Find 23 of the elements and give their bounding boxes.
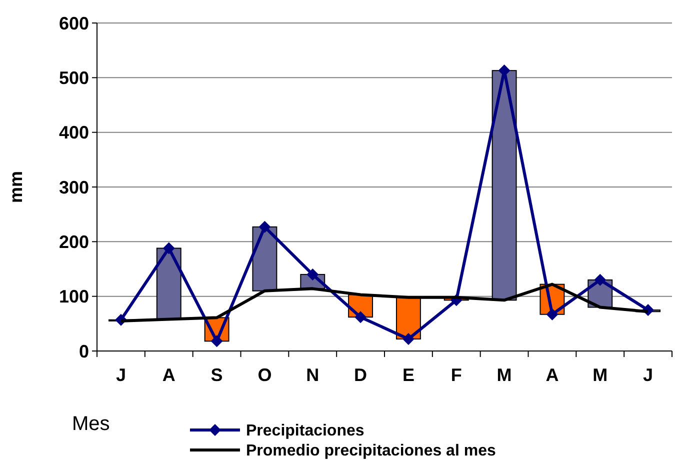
x-tick-label: J xyxy=(116,365,126,385)
y-tick-label: 500 xyxy=(58,68,89,88)
x-tick-label: O xyxy=(258,365,272,385)
y-tick-label: 600 xyxy=(58,13,89,34)
x-tick-label: F xyxy=(450,365,462,385)
x-tick-label: S xyxy=(210,365,223,385)
y-tick-label: 300 xyxy=(58,177,89,198)
y-tick-label: 100 xyxy=(58,286,89,307)
x-tick-label: A xyxy=(546,365,559,385)
y-tick-label: 400 xyxy=(58,122,89,143)
x-tick-label: J xyxy=(643,365,654,385)
legend-label: Promedio precipitaciones al mes xyxy=(246,442,496,460)
x-tick-label: M xyxy=(496,365,512,385)
y-axis-title: mm xyxy=(6,170,26,204)
legend-label: Precipitaciones xyxy=(246,422,364,440)
x-tick-label: E xyxy=(402,365,414,385)
x-tick-label: M xyxy=(592,365,608,385)
x-tick-label: N xyxy=(306,365,320,385)
x-axis-title: Mes xyxy=(72,413,110,435)
x-tick-label: D xyxy=(354,365,368,385)
y-tick-label: 200 xyxy=(58,232,89,252)
x-tick-label: A xyxy=(162,365,176,385)
y-tick-label: 0 xyxy=(78,341,89,362)
